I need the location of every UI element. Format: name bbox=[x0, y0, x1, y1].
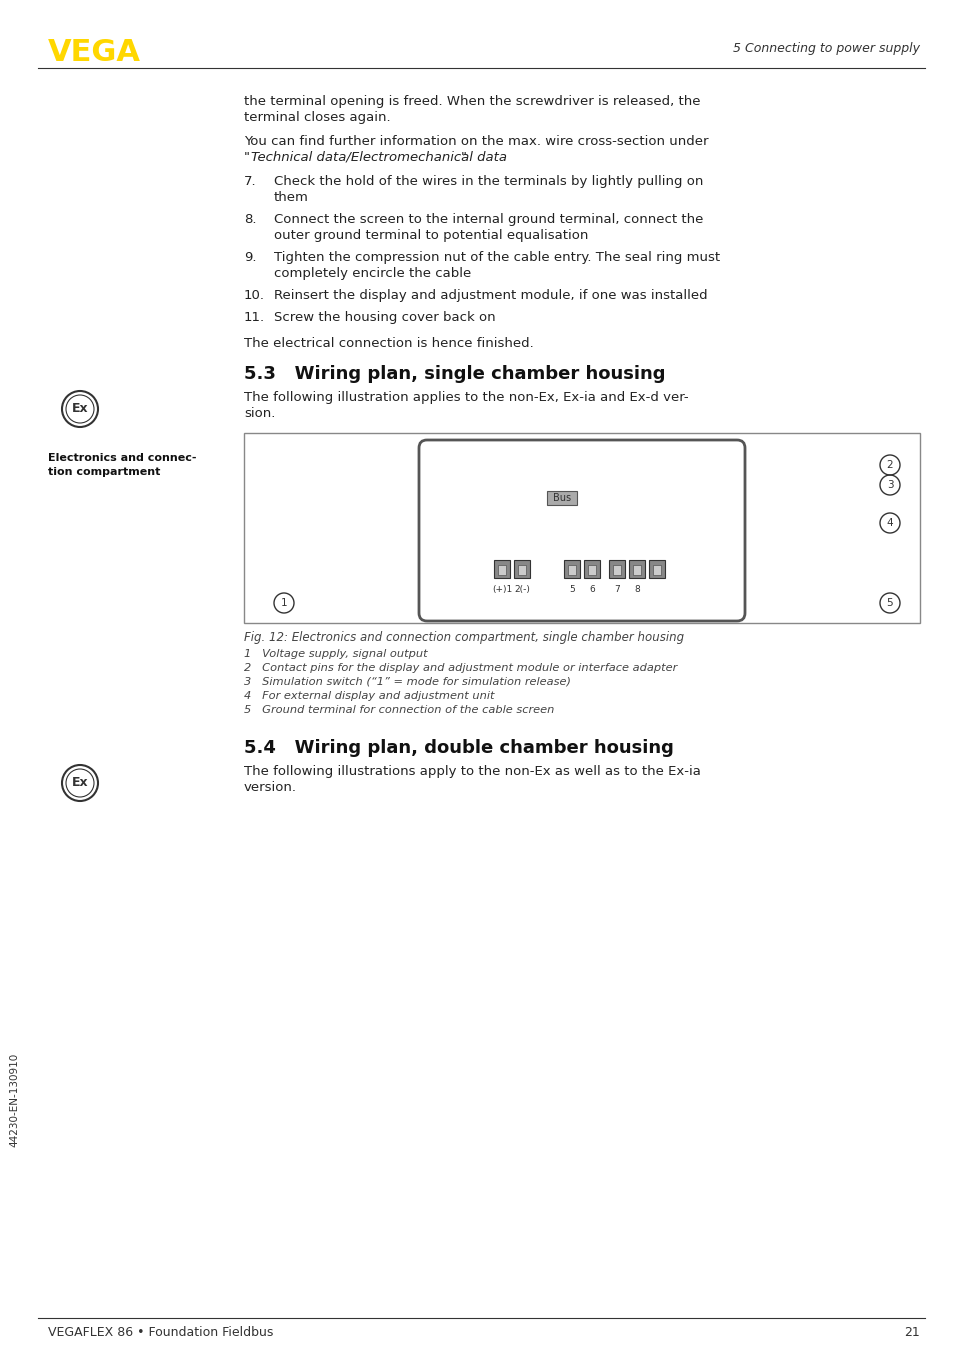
Text: 2: 2 bbox=[885, 460, 892, 470]
Text: version.: version. bbox=[244, 781, 296, 793]
Text: The following illustration applies to the non-Ex, Ex-ia and Ex-d ver-: The following illustration applies to th… bbox=[244, 391, 688, 403]
Text: Fig. 12: Electronics and connection compartment, single chamber housing: Fig. 12: Electronics and connection comp… bbox=[244, 631, 683, 645]
Text: VEGA: VEGA bbox=[48, 38, 141, 66]
Text: Bus: Bus bbox=[553, 493, 571, 502]
Bar bbox=[608, 561, 624, 578]
Text: 7: 7 bbox=[614, 585, 619, 594]
Text: The electrical connection is hence finished.: The electrical connection is hence finis… bbox=[244, 337, 533, 349]
Bar bbox=[613, 565, 620, 575]
Bar bbox=[652, 565, 660, 575]
Text: 5: 5 bbox=[569, 585, 575, 594]
Text: VEGAFLEX 86 • Foundation Fieldbus: VEGAFLEX 86 • Foundation Fieldbus bbox=[48, 1326, 274, 1339]
Text: 2(-): 2(-) bbox=[514, 585, 529, 594]
Text: Check the hold of the wires in the terminals by lightly pulling on: Check the hold of the wires in the termi… bbox=[274, 175, 702, 188]
Text: 4: 4 bbox=[885, 519, 892, 528]
Text: the terminal opening is freed. When the screwdriver is released, the: the terminal opening is freed. When the … bbox=[244, 95, 700, 108]
Text: 9.: 9. bbox=[244, 250, 256, 264]
FancyBboxPatch shape bbox=[546, 492, 577, 505]
Text: 1   Voltage supply, signal output: 1 Voltage supply, signal output bbox=[244, 649, 427, 659]
Text: Ex: Ex bbox=[71, 776, 89, 788]
Text: Electronics and connec-: Electronics and connec- bbox=[48, 454, 196, 463]
Text: 3: 3 bbox=[885, 481, 892, 490]
Text: completely encircle the cable: completely encircle the cable bbox=[274, 267, 471, 280]
Text: Tighten the compression nut of the cable entry. The seal ring must: Tighten the compression nut of the cable… bbox=[274, 250, 720, 264]
Text: 6: 6 bbox=[589, 585, 595, 594]
Text: outer ground terminal to potential equalisation: outer ground terminal to potential equal… bbox=[274, 229, 588, 242]
Text: tion compartment: tion compartment bbox=[48, 467, 160, 477]
Text: 4   For external display and adjustment unit: 4 For external display and adjustment un… bbox=[244, 691, 494, 701]
Text: 7.: 7. bbox=[244, 175, 256, 188]
Text: The following illustrations apply to the non-Ex as well as to the Ex-ia: The following illustrations apply to the… bbox=[244, 765, 700, 779]
Text: ": " bbox=[460, 152, 467, 164]
Text: 11.: 11. bbox=[244, 311, 265, 324]
Text: Screw the housing cover back on: Screw the housing cover back on bbox=[274, 311, 496, 324]
Bar bbox=[587, 565, 596, 575]
Text: You can find further information on the max. wire cross-section under: You can find further information on the … bbox=[244, 135, 708, 148]
Bar bbox=[497, 565, 505, 575]
Text: them: them bbox=[274, 191, 309, 204]
Text: 5.4   Wiring plan, double chamber housing: 5.4 Wiring plan, double chamber housing bbox=[244, 739, 673, 757]
Text: 5.3   Wiring plan, single chamber housing: 5.3 Wiring plan, single chamber housing bbox=[244, 366, 665, 383]
Text: 5: 5 bbox=[885, 598, 892, 608]
Text: Ex: Ex bbox=[71, 402, 89, 414]
Bar bbox=[567, 565, 576, 575]
Bar bbox=[563, 561, 579, 578]
Bar bbox=[517, 565, 525, 575]
Text: 3   Simulation switch (“1” = mode for simulation release): 3 Simulation switch (“1” = mode for simu… bbox=[244, 677, 571, 686]
Text: 5   Ground terminal for connection of the cable screen: 5 Ground terminal for connection of the … bbox=[244, 705, 554, 715]
Text: Reinsert the display and adjustment module, if one was installed: Reinsert the display and adjustment modu… bbox=[274, 288, 707, 302]
Bar bbox=[583, 561, 599, 578]
Text: Connect the screen to the internal ground terminal, connect the: Connect the screen to the internal groun… bbox=[274, 213, 702, 226]
Text: Technical data/Electromechanical data: Technical data/Electromechanical data bbox=[251, 152, 506, 164]
Text: (+)1: (+)1 bbox=[492, 585, 512, 594]
Text: terminal closes again.: terminal closes again. bbox=[244, 111, 390, 125]
Text: 8: 8 bbox=[634, 585, 639, 594]
Text: sion.: sion. bbox=[244, 408, 275, 420]
Text: 21: 21 bbox=[903, 1326, 919, 1339]
Text: 5 Connecting to power supply: 5 Connecting to power supply bbox=[732, 42, 919, 56]
Text: 2   Contact pins for the display and adjustment module or interface adapter: 2 Contact pins for the display and adjus… bbox=[244, 663, 677, 673]
Bar bbox=[633, 565, 640, 575]
Text: 1: 1 bbox=[280, 598, 287, 608]
Text: 44230-EN-130910: 44230-EN-130910 bbox=[9, 1053, 19, 1147]
Text: 10.: 10. bbox=[244, 288, 265, 302]
Bar bbox=[514, 561, 530, 578]
Bar bbox=[494, 561, 510, 578]
Text: 8.: 8. bbox=[244, 213, 256, 226]
Bar bbox=[648, 561, 664, 578]
Text: ": " bbox=[244, 152, 250, 164]
Bar bbox=[628, 561, 644, 578]
